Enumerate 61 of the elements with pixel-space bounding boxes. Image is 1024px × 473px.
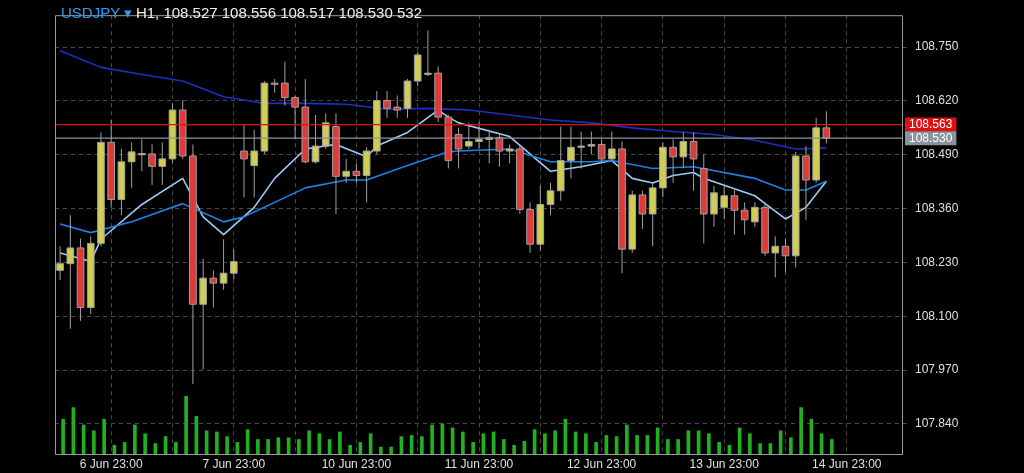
bar xyxy=(296,439,301,454)
bar xyxy=(347,444,352,454)
bar xyxy=(142,433,147,454)
bar xyxy=(552,430,557,454)
bar xyxy=(101,418,106,454)
candlestick xyxy=(229,248,238,280)
bar xyxy=(306,430,311,454)
bar xyxy=(419,436,424,454)
bar xyxy=(665,439,670,454)
x-tick-label: 11 Jun 23:00 xyxy=(444,456,514,471)
y-tick-label: 108.750 xyxy=(915,39,959,54)
y-tick-label: 107.970 xyxy=(915,362,959,377)
bar xyxy=(388,446,393,454)
bar xyxy=(60,418,65,454)
bar xyxy=(378,446,383,454)
y-tick-label: 107.840 xyxy=(915,416,959,431)
candlestick xyxy=(148,143,156,186)
x-tick-label: 6 Jun 23:00 xyxy=(79,456,143,471)
bar xyxy=(798,407,803,454)
bar xyxy=(337,431,342,454)
bar xyxy=(829,439,834,454)
bar xyxy=(716,442,721,454)
bar xyxy=(429,424,434,454)
bar xyxy=(224,436,229,454)
bar xyxy=(593,442,598,454)
bar xyxy=(214,431,219,454)
bar xyxy=(747,433,752,454)
x-tick-label: 12 Jun 23:00 xyxy=(566,456,637,471)
bar xyxy=(132,424,137,454)
bar xyxy=(511,444,516,454)
x-tick-label: 14 Jun 23:00 xyxy=(812,456,882,471)
bar xyxy=(255,439,260,454)
bar xyxy=(183,396,188,454)
bar xyxy=(624,424,629,454)
ref-line-label: 108.563 xyxy=(909,116,953,131)
candlestick xyxy=(383,90,391,119)
bar xyxy=(675,439,680,454)
bar xyxy=(265,439,270,454)
bar xyxy=(788,437,793,454)
chart-title: USDJPY ▾ xyxy=(61,4,133,22)
chart-subtitle: H1, 108.527 108.556 108.517 108.530 532 xyxy=(135,4,422,22)
bar xyxy=(542,433,547,454)
y-tick-label: 108.230 xyxy=(915,254,959,269)
y-tick-label: 108.100 xyxy=(915,308,959,323)
x-tick-label: 7 Jun 23:00 xyxy=(202,456,266,471)
bar xyxy=(470,442,475,454)
bar xyxy=(173,442,178,454)
x-tick-label: 13 Jun 23:00 xyxy=(689,456,760,471)
ref-line-label: 108.530 xyxy=(909,130,953,145)
bar xyxy=(501,439,506,454)
x-tick-label: 10 Jun 23:00 xyxy=(321,456,392,471)
candlestick xyxy=(291,95,299,140)
bar xyxy=(706,433,711,454)
bar xyxy=(460,431,465,454)
y-tick-label: 108.620 xyxy=(915,93,959,108)
bar xyxy=(757,443,762,454)
y-tick-label: 108.360 xyxy=(915,200,959,215)
y-tick-label: 108.490 xyxy=(915,147,959,162)
bar xyxy=(634,435,639,454)
bar xyxy=(91,430,96,454)
bar xyxy=(583,433,588,454)
